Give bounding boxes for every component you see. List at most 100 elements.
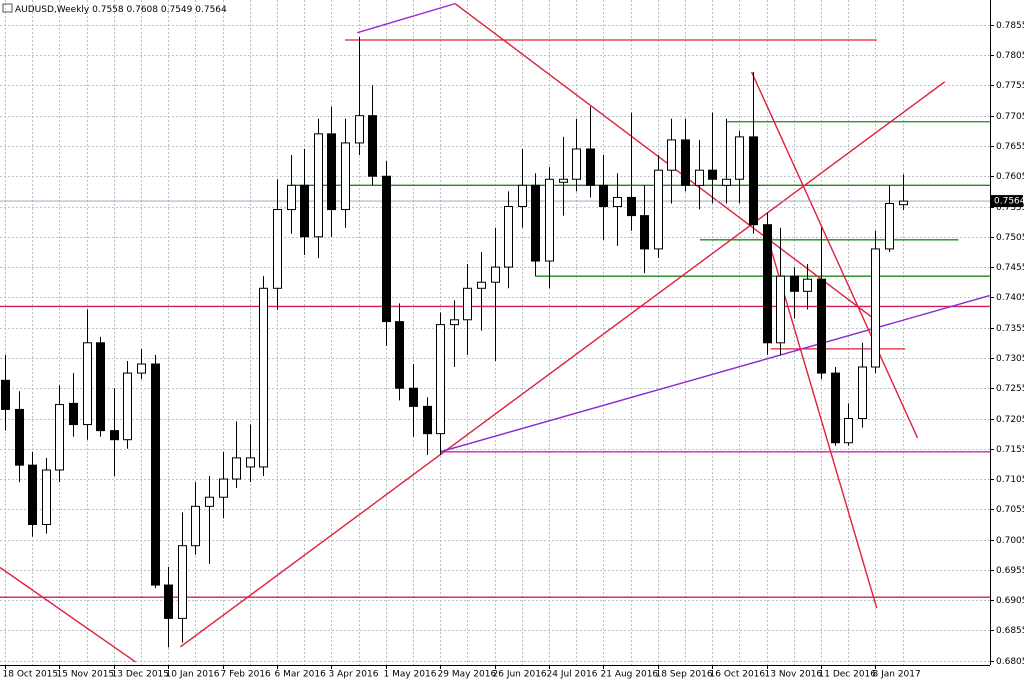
- candle-body: [899, 200, 908, 206]
- candle-body: [572, 148, 581, 180]
- x-tick-label: 21 Aug 2016: [601, 670, 659, 680]
- candle-body: [341, 142, 350, 211]
- symbol-icon: [2, 3, 13, 13]
- candle-body: [232, 457, 241, 480]
- candle-body: [463, 287, 472, 321]
- candle-body: [749, 136, 758, 226]
- candle-body: [409, 387, 418, 407]
- candle-body: [586, 148, 595, 186]
- candle-body: [110, 430, 119, 441]
- y-tick-label: 0.7555: [996, 203, 1024, 213]
- current-price-label: 0.7564: [994, 197, 1024, 207]
- chart-header: AUDUSD,Weekly 0.7558 0.7608 0.7549 0.756…: [15, 5, 227, 15]
- candle-body: [518, 184, 527, 208]
- y-tick-label: 0.7305: [996, 354, 1024, 364]
- x-tick-label: 26 Jun 2016: [493, 670, 547, 680]
- plot-area: [0, 2, 990, 663]
- grid: [0, 0, 990, 665]
- y-tick-label: 0.7005: [996, 536, 1024, 546]
- candle-body: [123, 372, 132, 441]
- candle-body: [15, 408, 24, 466]
- candle-body: [314, 133, 323, 238]
- candle-body: [450, 319, 459, 326]
- x-tick-label: 1 May 2016: [384, 670, 437, 680]
- candle-body: [735, 136, 744, 180]
- y-tick-label: 0.7405: [996, 293, 1024, 303]
- y-tick-label: 0.6805: [996, 657, 1024, 667]
- y-tick-label: 0.7705: [996, 112, 1024, 122]
- candle-body: [885, 202, 894, 250]
- candle-body: [627, 196, 636, 217]
- candle-body: [763, 224, 772, 344]
- x-tick-label: 8 Jan 2017: [873, 670, 921, 680]
- y-tick-label: 0.6955: [996, 566, 1024, 576]
- x-tick-label: 11 Dec 2016: [819, 670, 877, 680]
- candle-body: [695, 169, 704, 186]
- y-tick-label: 0.6905: [996, 596, 1024, 606]
- candle-body: [69, 402, 78, 426]
- y-tick-label: 0.7805: [996, 51, 1024, 61]
- x-tick-label: 3 Apr 2016: [329, 670, 379, 680]
- candle-body: [831, 372, 840, 444]
- chart-title: AUDUSD,Weekly: [15, 5, 90, 15]
- candle-body: [640, 215, 649, 250]
- candle-body: [55, 404, 64, 471]
- candle-body: [191, 505, 200, 547]
- x-tick-label: 29 May 2016: [438, 670, 497, 680]
- candle-body: [858, 366, 867, 420]
- candle-body: [178, 545, 187, 619]
- x-tick-label: 18 Oct 2015: [3, 670, 59, 680]
- candle-body: [871, 248, 880, 368]
- candle-body: [681, 139, 690, 186]
- candle-body: [817, 278, 826, 374]
- y-tick-label: 0.7505: [996, 233, 1024, 243]
- x-tick-label: 18 Sep 2016: [656, 670, 713, 680]
- candle-body: [613, 196, 622, 208]
- candle-body: [803, 278, 812, 292]
- candle-body: [219, 478, 228, 498]
- candle-body: [151, 363, 160, 586]
- y-tick-label: 0.7155: [996, 445, 1024, 455]
- y-tick-label: 0.7605: [996, 172, 1024, 182]
- candle-body: [164, 584, 173, 619]
- trend-line: [180, 81, 946, 648]
- candle-body: [545, 178, 554, 262]
- x-tick-label: 13 Dec 2015: [112, 670, 170, 680]
- x-tick-label: 6 Mar 2016: [275, 670, 327, 680]
- y-tick-label: 0.7105: [996, 475, 1024, 485]
- x-tick-label: 16 Oct 2016: [710, 670, 766, 680]
- x-tick-label: 24 Jul 2016: [547, 670, 598, 680]
- candle-body: [42, 469, 51, 525]
- candle-body: [654, 169, 663, 250]
- candle-body: [477, 281, 486, 289]
- x-tick-label: 10 Jan 2016: [166, 670, 220, 680]
- y-tick-label: 0.7855: [996, 21, 1024, 31]
- candle-body: [355, 115, 364, 144]
- candle-body: [423, 405, 432, 435]
- candle-body: [273, 209, 282, 289]
- candle-body: [300, 184, 309, 238]
- candle-body: [287, 184, 296, 211]
- high-value: 0.7608: [127, 5, 159, 15]
- candle-body: [722, 178, 731, 186]
- candle-body: [382, 175, 391, 323]
- close-value: 0.7564: [195, 5, 227, 15]
- trend-line: [454, 3, 876, 321]
- candle-body: [436, 324, 445, 435]
- current-price-box: [991, 195, 1023, 208]
- open-value: 0.7558: [92, 5, 124, 15]
- candle-body: [667, 139, 676, 171]
- candle-body: [504, 206, 513, 268]
- candle-body: [246, 457, 255, 468]
- y-tick-label: 0.6855: [996, 626, 1024, 636]
- y-tick-label: 0.7205: [996, 415, 1024, 425]
- x-tick-label: 7 Feb 2016: [221, 670, 272, 680]
- trend-line: [750, 71, 919, 439]
- candle-body: [599, 184, 608, 208]
- y-tick-label: 0.7455: [996, 263, 1024, 273]
- candle-body: [790, 275, 799, 292]
- candle-body: [205, 496, 214, 507]
- candle-body: [259, 287, 268, 468]
- candle-body: [531, 184, 540, 262]
